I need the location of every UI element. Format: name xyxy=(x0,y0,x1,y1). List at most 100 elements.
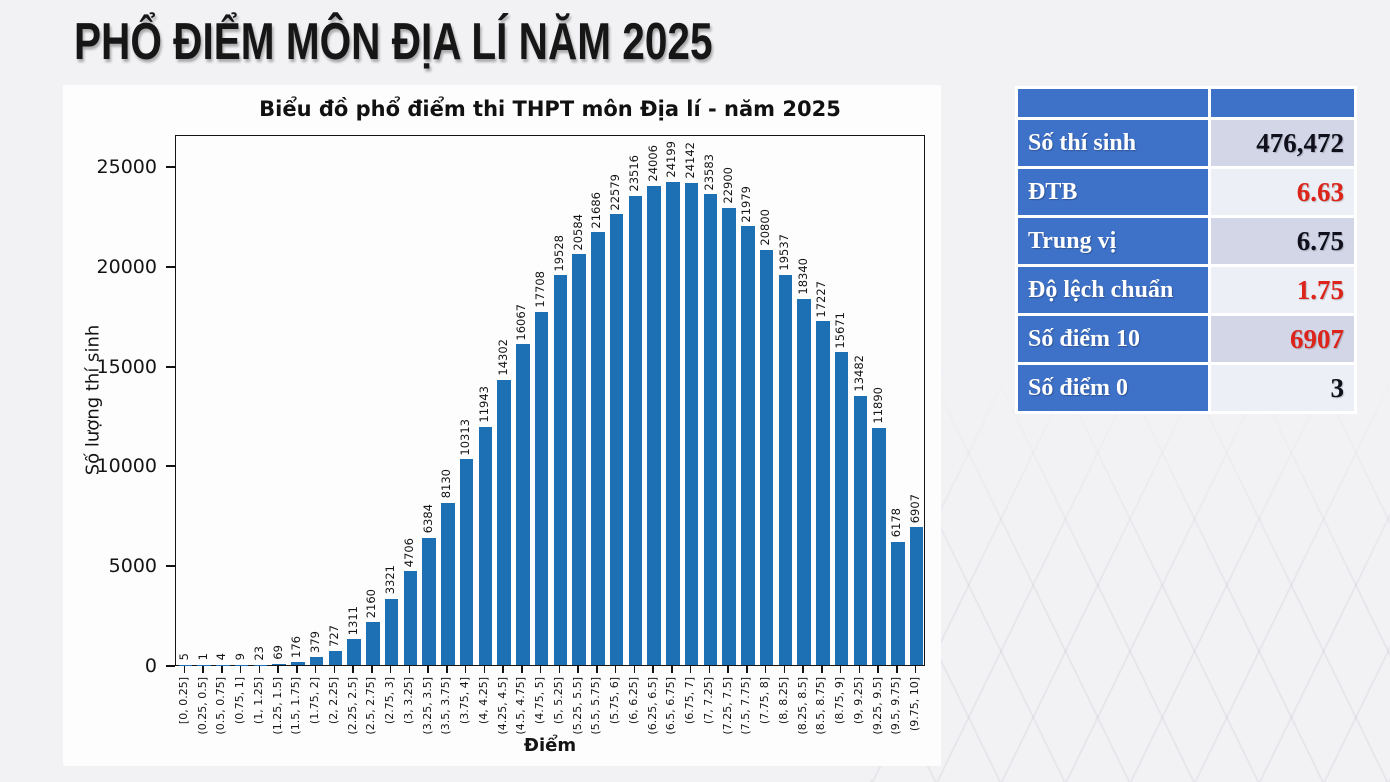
x-tick-label: (4.25, 4.5] xyxy=(495,677,509,735)
x-tick-mark xyxy=(464,666,467,673)
bar-value-label: 6384 xyxy=(420,504,435,534)
y-tick-label: 5000 xyxy=(108,555,157,578)
y-axis: 0 5000 10000 15000 20000 25000 xyxy=(63,135,175,676)
x-tick-mark xyxy=(483,666,486,673)
x-tick-mark xyxy=(764,666,767,673)
bar xyxy=(891,541,905,665)
stat-label: Số thí sinh xyxy=(1018,120,1208,166)
x-tick-mark xyxy=(258,666,261,673)
x-tick-label: (1.25, 1.5] xyxy=(270,677,284,735)
bar-value-label: 19537 xyxy=(776,234,791,271)
x-tick-mark xyxy=(239,666,242,673)
x-tick-mark xyxy=(183,666,186,673)
bar-value-label: 24142 xyxy=(683,142,698,180)
bar-value-label: 13482 xyxy=(851,355,866,392)
x-tick-label: (0.75, 1] xyxy=(233,677,247,725)
bar xyxy=(572,254,586,665)
stat-value: 1.75 xyxy=(1210,267,1354,313)
background-pattern-fade xyxy=(870,362,1390,782)
x-tick-label: (4.75, 5] xyxy=(533,677,547,725)
bar-value-label: 15671 xyxy=(833,311,848,349)
x-tick-mark xyxy=(296,666,298,673)
x-tick-mark xyxy=(314,666,317,673)
bar xyxy=(178,664,193,665)
x-tick-mark xyxy=(202,666,204,673)
x-tick-mark xyxy=(783,666,786,673)
bar xyxy=(834,352,849,665)
bar-value-label: 10313 xyxy=(458,418,473,456)
x-tick-label: [0, 0.25] xyxy=(176,677,190,725)
bar xyxy=(441,502,455,665)
bar-value-label: 22579 xyxy=(608,173,623,211)
bar-value-label: 19528 xyxy=(551,234,566,272)
bar-value-label: 23583 xyxy=(701,153,716,191)
x-tick-mark xyxy=(446,666,448,673)
x-tick-label: (8.5, 8.75] xyxy=(814,677,828,735)
bar-value-label: 21686 xyxy=(589,191,604,229)
x-tick-label: (5.25, 5.5] xyxy=(570,677,584,735)
x-tick-mark xyxy=(614,666,617,673)
bar-value-label: 727 xyxy=(326,624,341,647)
bar-value-label: 23516 xyxy=(626,154,641,192)
bar xyxy=(684,183,699,665)
chart-panel: Biểu đồ phổ điểm thi THPT môn Địa lí - n… xyxy=(63,85,941,766)
bar-value-label: 176 xyxy=(289,635,304,658)
bar xyxy=(816,321,830,665)
y-tick-mark xyxy=(166,265,175,268)
stat-label: Số điểm 10 xyxy=(1018,316,1208,362)
x-tick-mark xyxy=(389,666,392,673)
x-tick-label: (6, 6.25] xyxy=(626,677,640,725)
bar-value-label: 4706 xyxy=(401,537,416,568)
x-tick-label: (9.75, 10] xyxy=(908,677,922,732)
bar xyxy=(197,664,211,665)
x-tick-label: (1.5, 1.75] xyxy=(289,677,303,735)
x-tick-mark xyxy=(914,666,917,673)
bar-value-label: 11890 xyxy=(870,387,885,424)
stat-label: ĐTB xyxy=(1018,169,1208,215)
stat-label: Độ lệch chuẩn xyxy=(1018,267,1208,313)
x-tick-label: (6.75, 7] xyxy=(683,677,697,725)
bar xyxy=(553,275,568,665)
x-tick-mark xyxy=(371,666,373,673)
x-axis: [0, 0.25] (0.25, 0.5] (0.5, 0.75] (0.75, 1]… xyxy=(175,666,925,778)
chart-title: Biểu đồ phổ điểm thi THPT môn Địa lí - n… xyxy=(259,97,841,121)
bar xyxy=(703,194,718,665)
stats-table-row: Số điểm 10 6907 xyxy=(1018,316,1354,362)
y-tick-mark xyxy=(166,665,175,667)
x-tick-label: (6.25, 6.5] xyxy=(645,677,659,735)
x-tick-mark xyxy=(333,666,336,673)
bar xyxy=(253,664,268,665)
bar-value-label: 17227 xyxy=(814,280,829,318)
bar-value-label: 14302 xyxy=(495,338,510,376)
x-tick-mark xyxy=(896,666,898,673)
bar-value-label: 24199 xyxy=(664,141,679,178)
stats-table-row: Trung vị 6.75 xyxy=(1018,218,1354,264)
bar xyxy=(534,311,549,665)
x-tick-label: (9.5, 9.75] xyxy=(889,677,903,735)
bar xyxy=(872,427,886,665)
x-tick-mark xyxy=(652,666,654,673)
x-tick-label: (8.75, 9] xyxy=(833,677,847,725)
x-tick-mark xyxy=(727,666,729,673)
bar-value-label: 20800 xyxy=(758,209,773,246)
bar-value-label: 6907 xyxy=(908,493,923,524)
x-tick-label: (2, 2.25] xyxy=(326,677,340,725)
x-tick-mark xyxy=(839,666,842,673)
x-tick-label: (6.5, 6.75] xyxy=(664,677,678,735)
bar xyxy=(328,650,343,665)
y-tick-label: 25000 xyxy=(96,155,157,178)
bar xyxy=(628,195,643,665)
x-tick-label: (4.5, 4.75] xyxy=(514,677,528,735)
x-tick-label: (3, 3.25] xyxy=(401,677,415,725)
stats-table-row: Độ lệch chuẩn 1.75 xyxy=(1018,267,1354,313)
bar-value-label: 9 xyxy=(233,653,248,661)
bar xyxy=(759,249,774,665)
x-tick-label: (0.5, 0.75] xyxy=(214,677,228,735)
bar xyxy=(647,185,661,665)
bar-value-label: 16067 xyxy=(514,303,529,341)
bar-value-label: 6178 xyxy=(889,508,904,538)
bar xyxy=(309,657,324,665)
x-tick-label: (9.25, 9.5] xyxy=(870,677,884,735)
bar-value-label: 379 xyxy=(308,631,323,654)
